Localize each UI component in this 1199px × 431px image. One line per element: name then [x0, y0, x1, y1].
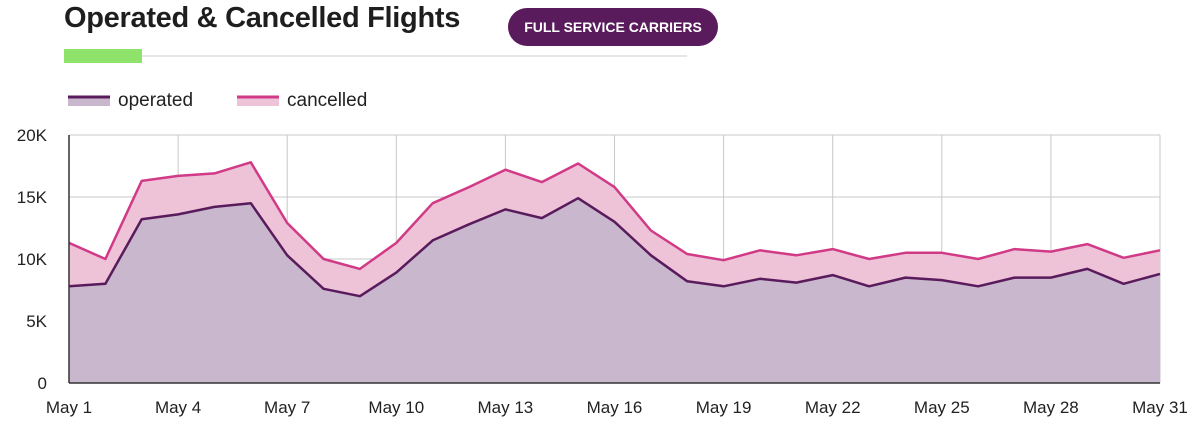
x-tick-label: May 7 [264, 398, 310, 417]
legend-item-cancelled[interactable]: cancelled [237, 90, 367, 111]
chart-areas [68, 161, 1161, 383]
legend-swatch-operated [68, 96, 110, 106]
legend-swatch-cancelled [237, 96, 279, 106]
y-tick-label: 0 [38, 374, 47, 393]
operated-area [69, 198, 1160, 383]
y-tick-label: 10K [17, 250, 48, 269]
y-tick-label: 5K [26, 312, 47, 331]
title-underline-accent [64, 49, 142, 63]
legend-item-operated[interactable]: operated [68, 90, 193, 111]
x-tick-label: May 22 [805, 398, 861, 417]
x-tick-label: May 1 [46, 398, 92, 417]
legend-label-cancelled: cancelled [287, 90, 367, 111]
cancelled-area [69, 162, 1160, 297]
carrier-type-badge[interactable]: FULL SERVICE CARRIERS [508, 8, 718, 46]
x-tick-label: May 16 [587, 398, 643, 417]
y-tick-label: 20K [17, 126, 48, 145]
cancelled-line [68, 161, 1161, 271]
y-tick-label: 15K [17, 188, 48, 207]
legend-label-operated: operated [118, 90, 193, 111]
x-tick-label: May 4 [155, 398, 201, 417]
chart-title: Operated & Cancelled Flights [64, 2, 461, 34]
chart-axes: 0 5K 10K 15K 20K May 1 May 4 May 7 May 10 May 13 M… [17, 126, 1188, 417]
chart-legend: operated cancelled [68, 90, 367, 111]
x-tick-label: May 10 [368, 398, 424, 417]
x-tick-label: May 13 [478, 398, 534, 417]
operated-line [68, 196, 1161, 298]
x-tick-label: May 31 [1132, 398, 1188, 417]
x-tick-label: May 19 [696, 398, 752, 417]
title-underline [64, 55, 687, 57]
x-tick-label: May 25 [914, 398, 970, 417]
x-tick-label: May 28 [1023, 398, 1079, 417]
